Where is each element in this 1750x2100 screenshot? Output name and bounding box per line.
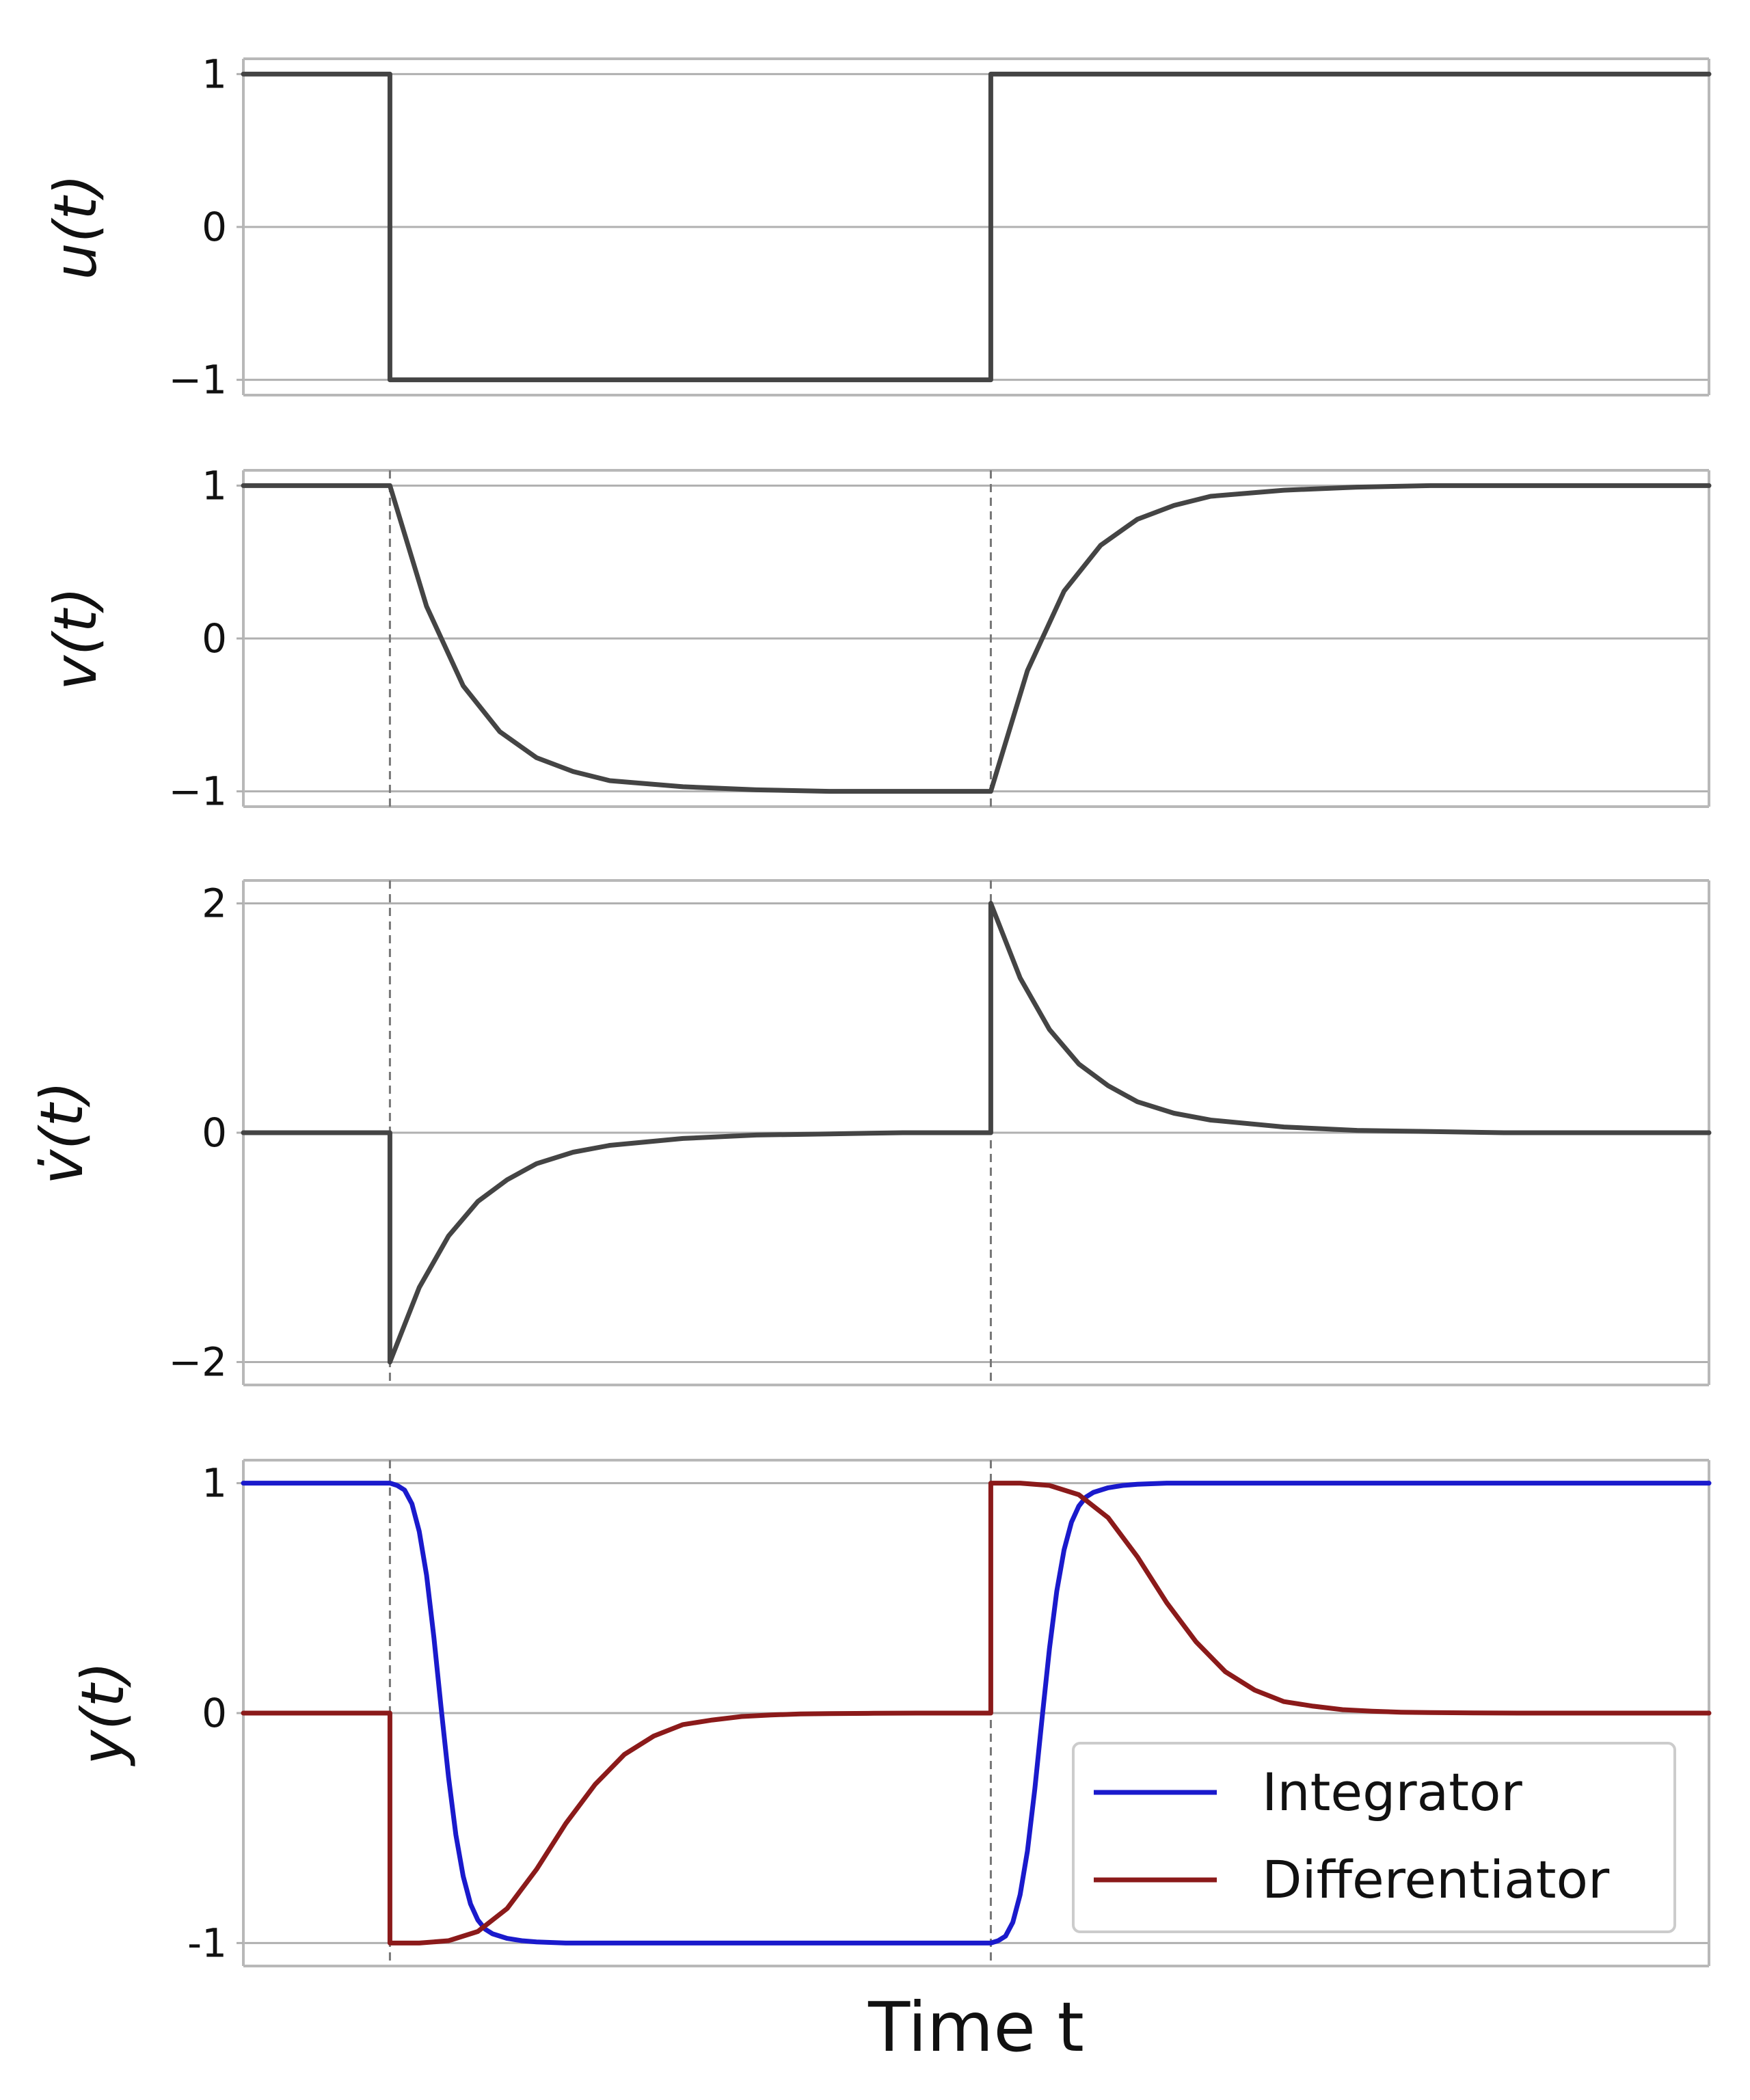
- series-line-integrator: [241, 1481, 1712, 1946]
- y-tick-label: −1: [169, 768, 228, 815]
- panel-1: 1 0 −1 u(t): [42, 51, 1712, 403]
- y-tick-label: 0: [202, 1109, 227, 1156]
- panel-4: 1 0 -1 y(t) Time t Integrator Differentiator: [69, 1459, 1712, 2067]
- y-axis-label: u(t): [42, 174, 110, 280]
- y-axis-label: v(t): [42, 587, 110, 690]
- y-tick-label: 1: [202, 51, 227, 97]
- y-tick-label: -1: [187, 1920, 227, 1966]
- y-axis-label: y(t): [69, 1661, 137, 1767]
- series-line-3-1: [241, 901, 1712, 1364]
- series-line-2-1: [241, 483, 1712, 794]
- panel-2: 1 0 −1 v(t): [42, 462, 1712, 815]
- y-tick-label: −2: [169, 1338, 228, 1385]
- legend-label-differentiator: Differentiator: [1262, 1849, 1610, 1910]
- legend: Integrator Differentiator: [1072, 1742, 1676, 1933]
- panels: 1 0 −1 u(t) 1 0 −1 v(t) 2 0 −2 v̇(t) 1 0 -1 y(t) Time t I…: [28, 51, 1712, 2067]
- y-tick-label: 0: [202, 204, 227, 250]
- y-tick-label: −1: [169, 357, 228, 403]
- x-axis-label: Time t: [867, 1987, 1084, 2067]
- y-tick-label: 1: [202, 1460, 227, 1507]
- y-tick-label: 1: [202, 462, 227, 509]
- y-tick-label: 0: [202, 1690, 227, 1736]
- legend-label-integrator: Integrator: [1262, 1762, 1522, 1822]
- series-line-1-1: [241, 71, 1712, 383]
- y-tick-label: 2: [202, 880, 227, 927]
- series-line-differentiator: [241, 1481, 1712, 1946]
- y-axis-label: v̇(t): [28, 1081, 96, 1185]
- panel-3: 2 0 −2 v̇(t): [28, 879, 1712, 1386]
- legend-box: [1072, 1742, 1676, 1933]
- y-tick-label: 0: [202, 615, 227, 662]
